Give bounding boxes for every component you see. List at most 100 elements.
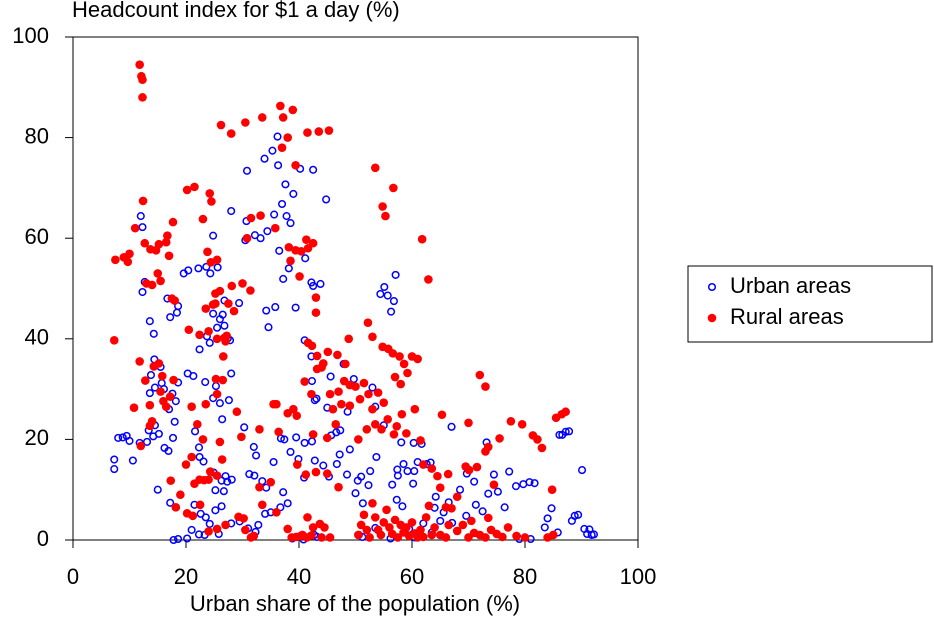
scatter-point: [169, 535, 178, 545]
scatter-point: [215, 437, 225, 447]
scatter-point: [388, 480, 397, 489]
scatter-point: [483, 513, 493, 523]
scatter-point: [223, 477, 232, 486]
scatter-point: [255, 482, 264, 492]
scatter-point: [376, 289, 385, 299]
scatter-point: [283, 133, 293, 142]
scatter-point: [184, 266, 193, 275]
legend-marker: [707, 313, 717, 323]
scatter-point: [325, 533, 335, 542]
y-tick-label: 20: [25, 425, 49, 450]
scatter-point: [308, 430, 318, 439]
scatter-point: [150, 383, 159, 392]
x-tick-label: 0: [67, 564, 79, 589]
scatter-point: [193, 420, 202, 429]
y-tick-label: 60: [25, 224, 49, 249]
scatter-point: [533, 435, 542, 444]
scatter-point: [517, 420, 527, 429]
scatter-point: [379, 398, 389, 407]
scatter-point: [217, 455, 227, 464]
scatter-point: [125, 249, 134, 259]
scatter-point: [390, 515, 400, 525]
scatter-point: [194, 530, 204, 539]
scatter-point: [203, 247, 212, 257]
scatter-point: [157, 371, 167, 381]
scatter-point: [419, 532, 428, 542]
scatter-point: [368, 404, 377, 414]
scatter-point: [310, 456, 319, 465]
scatter-point: [547, 485, 557, 495]
scatter-point: [194, 443, 204, 452]
scatter-point: [481, 533, 490, 542]
scatter-point: [278, 199, 287, 209]
scatter-point: [199, 475, 209, 485]
scatter-point: [478, 507, 487, 516]
legend-label: Urban areas: [730, 273, 851, 298]
scatter-point: [207, 197, 216, 206]
scatter-point: [334, 482, 343, 492]
scatter-point: [136, 212, 145, 221]
scatter-point: [256, 234, 265, 243]
scatter-point: [537, 443, 547, 453]
scatter-point: [211, 506, 220, 515]
scatter-point: [309, 281, 318, 291]
scatter-point: [242, 166, 252, 175]
scatter-point: [399, 459, 408, 469]
scatter-point: [164, 251, 174, 261]
scatter-point: [118, 433, 127, 442]
scatter-point: [198, 214, 208, 224]
scatter-point: [300, 438, 309, 447]
scatter-point: [169, 375, 178, 385]
scatter-point: [341, 359, 350, 369]
scatter-point: [392, 495, 401, 504]
scatter-point: [218, 310, 227, 319]
scatter-point: [289, 404, 298, 414]
scatter-point: [292, 411, 302, 421]
scatter-point: [322, 433, 332, 443]
scatter-point: [421, 513, 431, 522]
y-axis-label: Headcount index for $1 a day (%): [72, 0, 400, 22]
scatter-point: [565, 427, 574, 436]
scatter-point: [149, 329, 158, 338]
scatter-point: [324, 126, 334, 135]
scatter-point: [427, 464, 437, 473]
scatter-point: [503, 523, 513, 532]
scatter-point: [317, 363, 326, 372]
scatter-point: [211, 486, 220, 495]
scatter-point: [377, 425, 386, 434]
scatter-point: [578, 466, 587, 475]
scatter-point: [307, 377, 317, 386]
scatter-point: [295, 272, 304, 281]
scatter-point: [292, 433, 301, 442]
scatter-point: [322, 469, 332, 478]
scatter-point: [218, 375, 228, 385]
scatter-point: [461, 462, 470, 471]
scatter-point: [365, 533, 374, 542]
scatter-point: [220, 321, 229, 330]
scatter-point: [409, 438, 418, 447]
scatter-point: [393, 471, 402, 480]
scatter-point: [249, 531, 259, 541]
scatter-point: [273, 132, 282, 141]
scatter-point: [289, 189, 298, 198]
scatter-point: [138, 287, 147, 297]
scatter-point: [227, 475, 236, 484]
scatter-point: [483, 442, 493, 452]
scatter-point: [240, 423, 249, 432]
scatter-point: [276, 101, 285, 111]
scatter-point: [246, 213, 256, 223]
scatter-point: [229, 306, 239, 316]
scatter-point: [368, 332, 377, 342]
scatter-point: [373, 388, 383, 397]
scatter-point: [336, 426, 345, 435]
scatter-point: [307, 437, 317, 446]
scatter-point: [354, 435, 363, 444]
scatter-point: [153, 269, 163, 278]
scatter-point: [165, 392, 175, 401]
scatter-point: [138, 75, 147, 85]
scatter-point: [312, 351, 322, 361]
scatter-point: [312, 394, 321, 403]
scatter-point: [470, 477, 479, 486]
scatter-point: [337, 399, 346, 409]
